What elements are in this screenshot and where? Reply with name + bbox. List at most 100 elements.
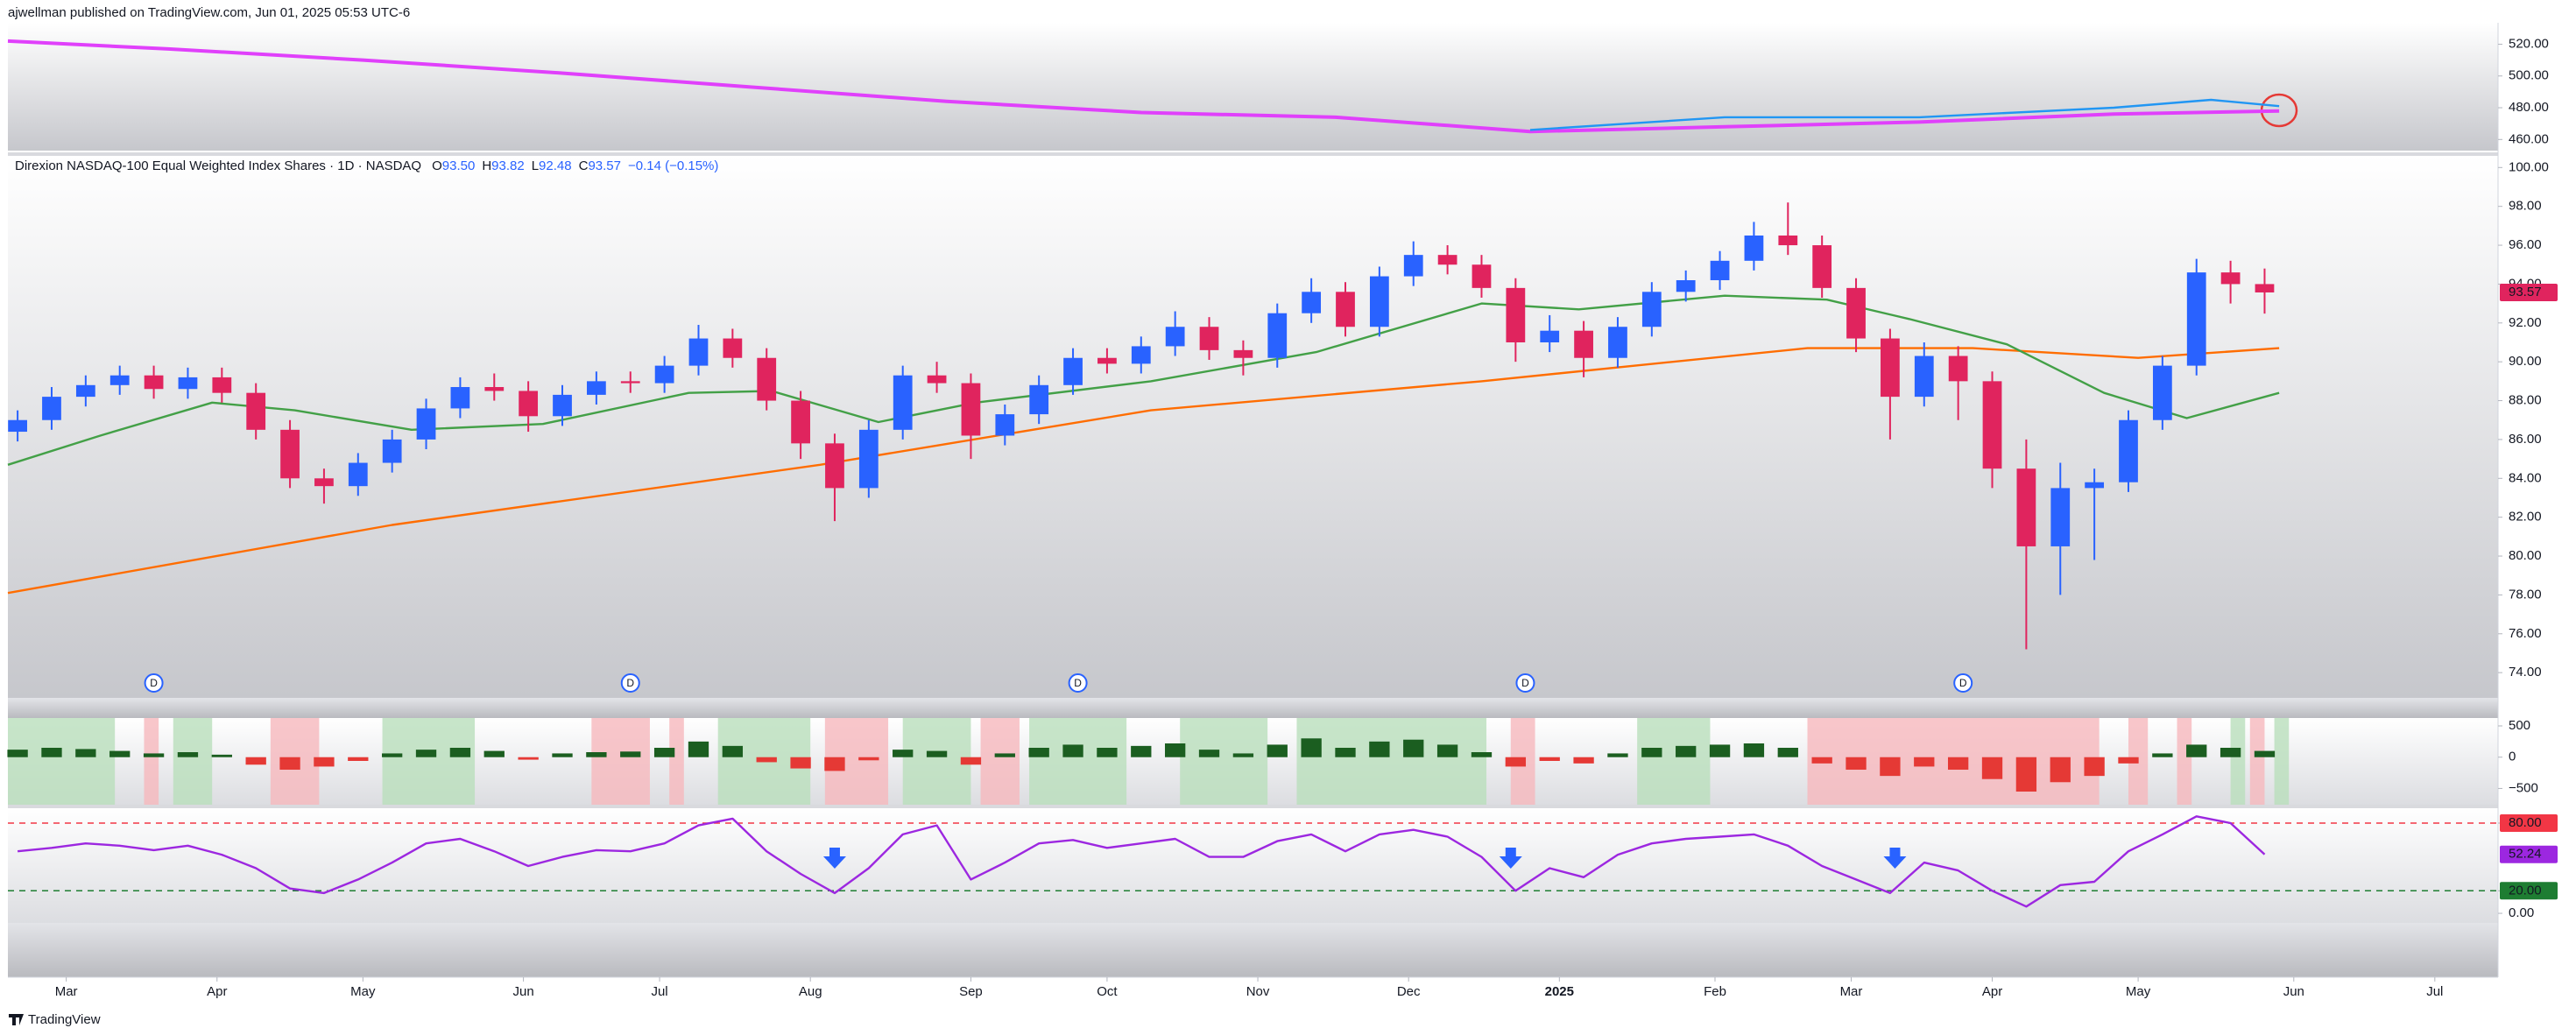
candle-body xyxy=(1982,381,2002,469)
histogram-bar xyxy=(824,757,845,771)
histogram-bar xyxy=(653,748,675,757)
histogram-bar xyxy=(109,750,131,757)
candle-body xyxy=(8,419,27,433)
histogram-bar xyxy=(1267,744,1288,757)
candle-body xyxy=(450,387,470,409)
x-tick-label: Mar xyxy=(1840,984,1863,999)
histogram-bar xyxy=(279,757,300,770)
histogram-bar xyxy=(1981,757,2003,779)
candle-body xyxy=(961,383,981,436)
candle-body xyxy=(2085,482,2105,489)
histogram-bar xyxy=(1709,744,1731,757)
signal-zone xyxy=(1296,718,1487,805)
candle-body xyxy=(2152,365,2172,420)
histogram-bar xyxy=(1505,757,1527,767)
histogram-bar xyxy=(2254,750,2276,757)
candle-body xyxy=(75,384,95,398)
histogram-bar xyxy=(1539,757,1560,761)
x-tick-label: May xyxy=(2126,984,2151,999)
histogram-bar xyxy=(2152,753,2173,757)
dividend-marker xyxy=(1068,673,1088,693)
candle-body xyxy=(1540,330,1560,342)
legend-value: 93.82 xyxy=(491,158,525,173)
histogram-bar xyxy=(1607,753,1628,757)
dividend-marker xyxy=(620,673,640,693)
histogram-bar xyxy=(382,753,403,757)
series-line xyxy=(7,39,2280,134)
candle-body xyxy=(2050,488,2071,546)
series-line xyxy=(7,347,2280,595)
candle-body xyxy=(519,391,539,417)
y-tick-label: 500.00 xyxy=(2509,68,2549,83)
histogram-bar xyxy=(1164,743,1186,757)
candle-body xyxy=(893,375,913,430)
histogram-bar xyxy=(211,754,232,757)
y-tick-label: 82.00 xyxy=(2509,510,2542,525)
y-tick-label: 500 xyxy=(2509,718,2530,733)
histogram-bar xyxy=(1743,743,1765,757)
signal-arrow xyxy=(1499,848,1522,869)
candle-body xyxy=(1948,356,1968,382)
signal-zone xyxy=(8,718,116,805)
histogram-bar xyxy=(2186,744,2207,757)
top-pane xyxy=(8,23,2498,151)
candle-body xyxy=(1233,349,1253,358)
histogram-bar xyxy=(893,750,914,757)
candle-body xyxy=(995,414,1015,436)
histogram-bar xyxy=(1777,748,1798,757)
dividend-marker xyxy=(1515,673,1535,693)
candle-body xyxy=(927,375,947,384)
histogram-bar xyxy=(722,745,744,757)
dividend-label: D xyxy=(626,677,634,689)
x-tick-label: Aug xyxy=(799,984,822,999)
candle-body xyxy=(586,381,606,395)
histogram-bar xyxy=(1097,748,1118,757)
signal-zone xyxy=(902,718,971,805)
x-tick-label: Apr xyxy=(1982,984,2002,999)
candle-body xyxy=(2255,284,2275,292)
candle-body xyxy=(246,392,266,430)
x-tick-label: Jun xyxy=(512,984,533,999)
histogram-bar xyxy=(926,750,948,757)
signal-zone xyxy=(1029,718,1127,805)
candle-body xyxy=(1199,327,1219,350)
candle-body xyxy=(1608,327,1627,358)
rsi-pane xyxy=(8,808,2498,923)
y-tick-badge xyxy=(2500,814,2558,833)
histogram-bar xyxy=(1369,741,1390,757)
histogram-bar xyxy=(586,752,607,757)
footer-brand: TradingView xyxy=(28,1012,101,1027)
histogram-bar xyxy=(552,753,573,757)
legend-change: −0.14 (−0.15%) xyxy=(628,158,718,173)
signal-zone xyxy=(1180,718,1268,805)
price-badge xyxy=(2500,283,2558,301)
histogram-bar xyxy=(1914,757,1935,767)
logo-mark xyxy=(9,1014,24,1025)
histogram-bar xyxy=(1676,745,1697,757)
y-tick-label: 98.00 xyxy=(2509,199,2542,214)
histogram-bar xyxy=(1232,753,1254,757)
histogram-bar xyxy=(1641,748,1662,757)
x-tick-label: Apr xyxy=(207,984,227,999)
y-tick-label: 0 xyxy=(2509,750,2516,764)
y-tick-label: 88.00 xyxy=(2509,393,2542,408)
x-tick-label: Sep xyxy=(959,984,983,999)
candle-body xyxy=(1165,327,1185,347)
signal-arrow xyxy=(1883,848,1907,869)
candle-body xyxy=(178,377,198,390)
signal-zone xyxy=(591,718,650,805)
dividend-marker xyxy=(144,673,164,693)
histogram-bar xyxy=(2084,757,2105,777)
x-tick-label: May xyxy=(350,984,376,999)
candle-body xyxy=(280,429,300,479)
y-tick-label: 84.00 xyxy=(2509,470,2542,485)
legend-key: O xyxy=(432,158,442,173)
x-tick-label: 2025 xyxy=(1545,984,1574,999)
histogram-bar xyxy=(2220,748,2241,757)
candle-body xyxy=(654,365,674,384)
candle-body xyxy=(1097,357,1117,364)
candle-body xyxy=(2186,272,2206,366)
y-tick-label: 86.00 xyxy=(2509,432,2542,447)
histogram-bar xyxy=(245,757,266,765)
candle-body xyxy=(1881,338,1900,398)
